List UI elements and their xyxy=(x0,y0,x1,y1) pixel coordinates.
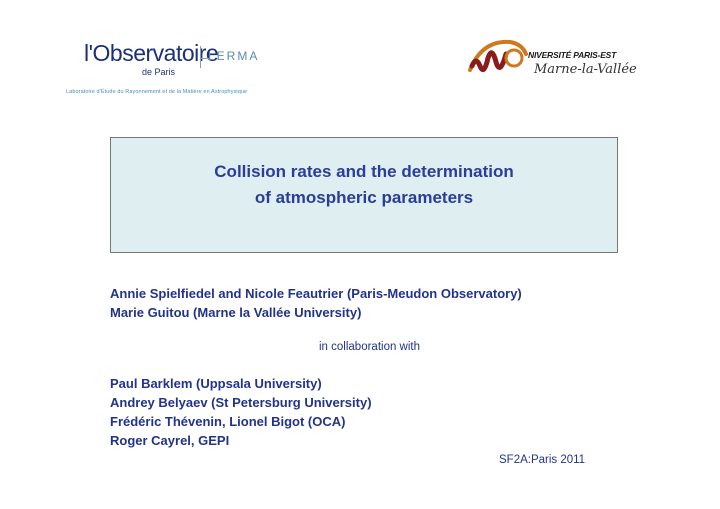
logo-divider-tick xyxy=(200,58,210,59)
logo-divider xyxy=(200,46,201,68)
title-line-1: Collision rates and the determination xyxy=(214,162,514,181)
university-logo: NIVERSITÉ PARIS-EST Marne-la-Vallée xyxy=(462,36,637,88)
lerma-wordmark: LERMA xyxy=(208,49,260,63)
observatoire-subtitle: de Paris xyxy=(142,67,176,77)
collaborator-line-4: Roger Cayrel, GEPI xyxy=(110,433,230,448)
venue-label: SF2A:Paris 2011 xyxy=(499,454,586,466)
collaborator-line-3: Frédéric Thévenin, Lionel Bigot (OCA) xyxy=(110,414,346,429)
university-name: NIVERSITÉ PARIS-EST xyxy=(528,50,617,60)
title-box: Collision rates and the determination of… xyxy=(110,137,618,253)
lab-description: Laboratoire d'Étude du Rayonnement et de… xyxy=(66,89,248,95)
title-line-2: of atmospheric parameters xyxy=(254,188,474,207)
university-emblem-icon xyxy=(468,39,528,73)
collaborator-line-1: Paul Barklem (Uppsala University) xyxy=(110,376,322,391)
observatoire-logo: l'Observatoire de Paris LERMA xyxy=(84,40,264,88)
collaborator-line-2: Andrey Belyaev (St Petersburg University… xyxy=(110,395,372,410)
university-campus: Marne-la-Vallée xyxy=(534,62,637,77)
collaboration-label: in collaboration with xyxy=(319,341,421,353)
observatoire-wordmark: l'Observatoire xyxy=(84,40,219,66)
author-line-1: Annie Spielfiedel and Nicole Feautrier (… xyxy=(110,286,522,301)
author-line-2: Marie Guitou (Marne la Vallée University… xyxy=(110,305,362,320)
